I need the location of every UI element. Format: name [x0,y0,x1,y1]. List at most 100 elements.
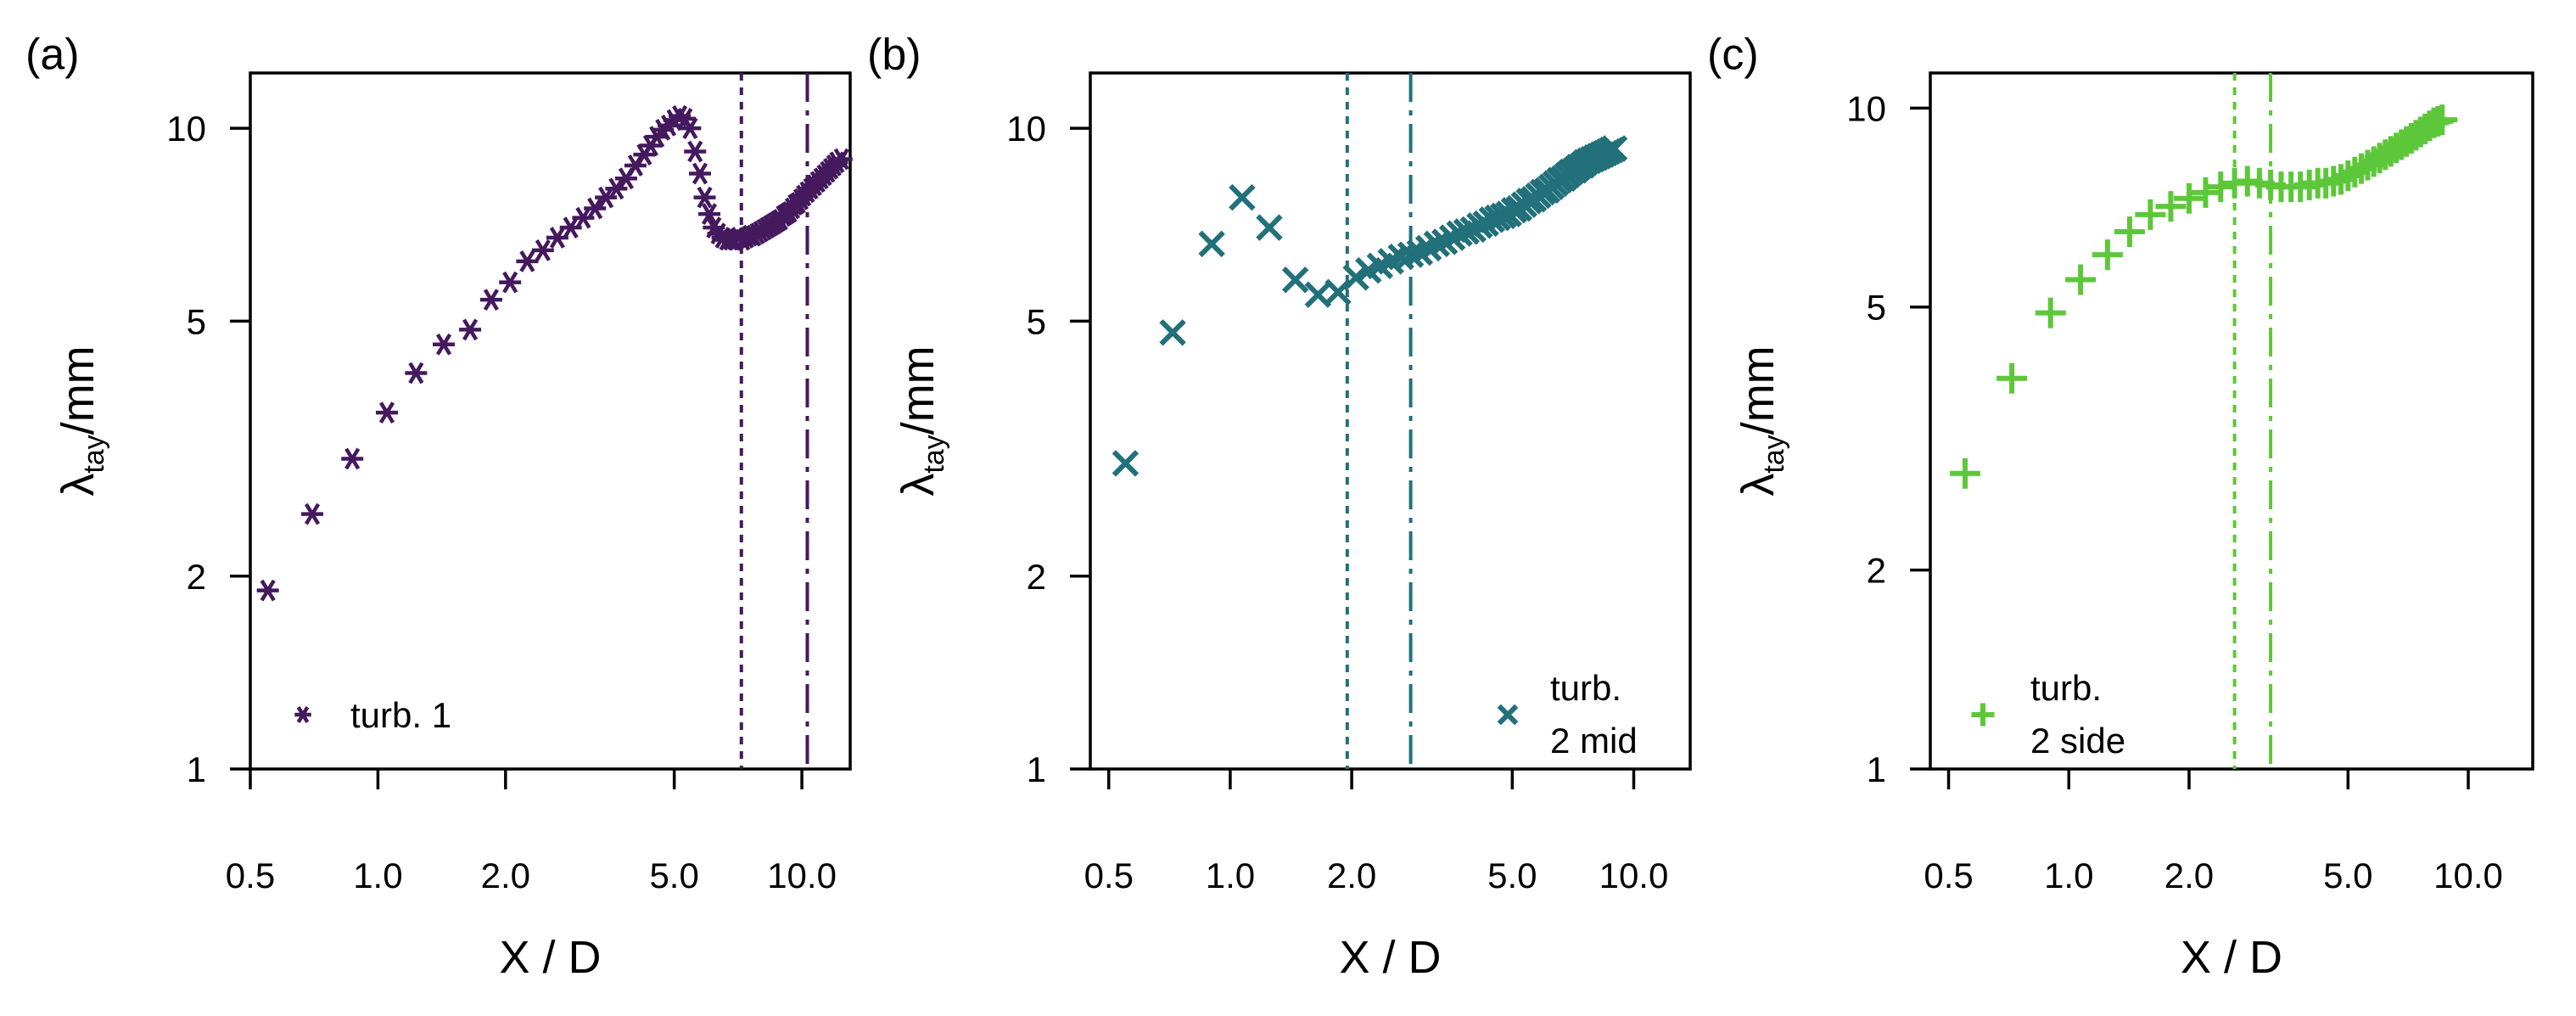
data-point-stroke [378,401,395,424]
y-axis-title: λtay/mm [53,345,110,496]
data-point-stroke [462,318,479,341]
y-tick-label: 5 [1027,301,1046,341]
data-point-stroke [672,104,688,127]
data-point [679,117,702,140]
x-tick-label: 0.5 [1084,856,1134,895]
y-axis-symbol: λ [893,474,944,497]
data-point-stroke [1198,230,1225,258]
data-point [693,186,716,209]
data-point-stroke [682,117,698,140]
x-axis-title: X / D [2181,932,2282,983]
data-point-stroke [435,333,452,356]
data-point [1397,241,1425,268]
data-point [499,271,522,294]
legend-marker [294,706,311,723]
x-tick-label: 10.0 [2433,856,2503,895]
data-point [595,186,618,209]
data-point-stroke [535,239,551,261]
data-point [2114,216,2145,248]
data-point-stroke [1281,267,1309,294]
data-point [375,401,398,424]
panel-label: (c) [1707,31,1759,80]
data-point [301,502,324,525]
data-point [2332,160,2364,192]
data-point [546,227,568,249]
y-axis-symbol: λ [53,474,104,497]
x-tick-label: 2.0 [481,856,530,895]
data-point [605,177,628,200]
data-point [516,250,539,272]
chart-panel-3: (c) 0.5 1.0 2.0 5.0 10.0 1 2 5 10 X / D λtay/mm turb… [1707,31,2534,983]
x-tick-label: 5.0 [1487,856,1537,895]
y-axis-subscript: tay [918,435,950,473]
y-axis-unit: /mm [53,345,104,435]
x-axis-title: X / D [1339,932,1441,983]
y-tick-label: 1 [187,749,206,789]
panel-label: (b) [867,31,921,80]
x-tick-label: 0.5 [226,856,275,895]
data-point-stroke [1397,241,1425,268]
y-tick-label: 5 [1867,288,1886,328]
legend-label: turb. 1 [350,695,451,735]
x-tick-label: 0.5 [1924,856,1973,895]
data-point [2427,104,2458,136]
y-tick-label: 5 [187,301,206,341]
data-point-stroke [519,250,535,272]
data-point [405,362,428,385]
data-point-stroke [1256,214,1283,241]
data-point [1281,267,1309,294]
data-point-stroke [563,216,579,239]
data-point-stroke [697,186,713,209]
data-point [1198,230,1225,258]
data-point [2339,156,2371,188]
data-point-stroke [1600,135,1628,162]
data-point [2035,297,2066,328]
y-tick-label: 2 [1867,551,1886,591]
panel-label: (a) [25,31,80,80]
data-point [688,162,711,185]
y-tick-label: 10 [1846,88,1886,128]
data-point [1600,135,1628,162]
data-point [341,447,364,470]
chart-panel-1: (a) 0.5 1.0 2.0 5.0 10.0 1 2 5 10 X / D λtay/mm turb… [25,31,853,983]
data-point [830,148,853,171]
data-point [2325,164,2356,195]
data-point-stroke [502,271,518,294]
data-point-stroke [608,177,624,200]
y-axis-symbol: λ [1733,474,1784,497]
data-point-stroke [598,186,614,209]
y-tick-label: 1 [1027,749,1046,789]
data-point [2092,239,2123,271]
data-point [2135,199,2166,230]
y-tick-label: 10 [1006,109,1046,149]
data-point [256,579,279,602]
data-point [479,289,502,312]
plot-frame [1929,71,2534,771]
data-point [2173,182,2204,214]
x-tick-label: 1.0 [2044,856,2093,895]
x-tick-label: 5.0 [649,856,698,895]
data-point [433,333,456,356]
legend-label: turb. [1550,668,1621,708]
data-point-stroke [549,227,565,249]
data-point-stroke [344,447,361,470]
data-point [2065,264,2097,295]
x-tick-label: 10.0 [1599,856,1669,895]
data-point [1256,214,1283,241]
legend-label: 2 mid [1550,721,1638,761]
data-point [1423,230,1451,258]
legend: turb. 2 mid [1497,668,1638,761]
data-point-stroke [1423,230,1451,258]
y-axis-unit: /mm [1733,345,1784,435]
data-point-stroke [1112,450,1140,477]
plot-frame [249,71,852,771]
data-point-stroke [1159,319,1186,346]
legend-marker [1497,704,1519,726]
legend: turb. 2 side [1971,668,2125,761]
x-tick-label: 1.0 [353,856,402,895]
data-point [1112,450,1140,477]
data-point [2155,191,2187,222]
data-point-stroke [575,206,591,229]
x-tick-label: 5.0 [2323,856,2372,895]
